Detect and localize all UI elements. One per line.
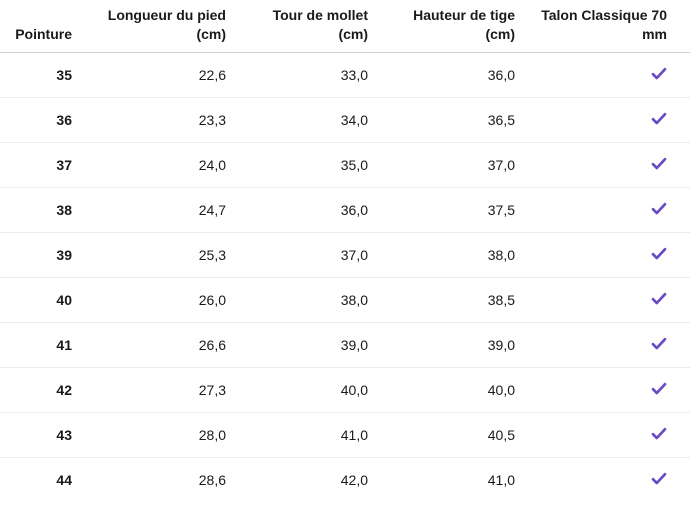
cell-tour-mollet: 37,0 [226,232,368,278]
table-row: 41 26,6 39,0 39,0 [0,322,690,368]
cell-longueur-pied: 24,7 [72,187,226,233]
cell-tour-mollet: 39,0 [226,322,368,368]
header-tour-mollet: Tour de mollet (cm) [226,0,368,53]
checkmark-icon [651,202,667,215]
cell-talon-classique [515,458,690,503]
checkmark-icon [651,292,667,305]
cell-pointure: 35 [0,52,72,98]
cell-longueur-pied: 28,6 [198,472,226,488]
cell-pointure: 37 [0,142,72,188]
cell-hauteur-tige: 37,5 [368,187,515,233]
cell-talon-classique [515,412,690,458]
cell-hauteur-tige: 36,5 [368,97,515,143]
checkmark-icon [651,427,667,440]
cell-tour-mollet: 38,0 [226,277,368,323]
cell-longueur-pied: 23,3 [72,97,226,143]
checkmark-icon [651,247,667,260]
cell-tour-mollet: 35,0 [226,142,368,188]
cell-talon-classique [515,52,690,98]
cell-pointure: 39 [0,232,72,278]
cell-talon-classique [515,187,690,233]
header-hauteur-tige: Hauteur de tige (cm) [368,0,515,53]
checkmark-icon [651,67,667,80]
cell-longueur-pied: 26,6 [72,322,226,368]
cell-talon-classique [515,277,690,323]
cell-tour-mollet: 40,0 [226,367,368,413]
header-line1: Longueur du pied [107,7,226,23]
cell-talon-classique [515,97,690,143]
checkmark-icon [651,112,667,125]
cell-hauteur-tige: 39,0 [368,322,515,368]
table-row: 36 23,3 34,0 36,5 [0,97,690,143]
cell-talon-classique [515,322,690,368]
checkmark-icon [651,157,667,170]
table-row: 39 25,3 37,0 38,0 [0,232,690,278]
cell-hauteur-tige: 37,0 [368,142,515,188]
checkmark-icon [651,472,667,485]
header-talon-classique: Talon Classique 70 mm [515,0,690,53]
cell-longueur-pied: 22,6 [72,52,226,98]
cell-hauteur-tige: 40,5 [368,412,515,458]
cell-pointure: 40 [0,277,72,323]
table-row: 37 24,0 35,0 37,0 [0,142,690,188]
header-row: Pointure Longueur du pied (cm) Tour de m… [0,0,690,53]
cell-talon-classique [515,142,690,188]
cell-pointure: 36 [0,97,72,143]
cell-hauteur-tige: 36,0 [368,52,515,98]
header-pointure: Pointure [0,0,72,53]
cell-tour-mollet: 33,0 [226,52,368,98]
cell-tour-mollet: 42,0 [340,472,368,488]
cell-pointure: 44 [56,472,72,488]
header-line2: mm [642,26,667,42]
cell-talon-classique [515,367,690,413]
cell-longueur-pied: 25,3 [72,232,226,278]
cell-hauteur-tige: 40,0 [368,367,515,413]
header-line1: Hauteur de tige [413,7,515,23]
header-line2: Pointure [15,26,72,42]
header-line1: Tour de mollet [272,7,368,23]
cell-tour-mollet: 36,0 [226,187,368,233]
cell-pointure: 38 [0,187,72,233]
table-row: 44 28,6 42,0 41,0 [0,458,690,503]
cell-hauteur-tige: 41,0 [487,472,515,488]
cell-tour-mollet: 34,0 [226,97,368,143]
cell-pointure: 41 [0,322,72,368]
cell-talon-classique [515,232,690,278]
table-body: 35 22,6 33,0 36,0 36 23,3 34,0 36,5 37 2… [0,52,690,503]
table-row: 43 28,0 41,0 40,5 [0,412,690,458]
cell-longueur-pied: 24,0 [72,142,226,188]
checkmark-icon [651,382,667,395]
table-row: 40 26,0 38,0 38,5 [0,277,690,323]
cell-pointure: 42 [0,367,72,413]
table-row: 38 24,7 36,0 37,5 [0,187,690,233]
table-row: 42 27,3 40,0 40,0 [0,367,690,413]
header-line2: (cm) [485,26,515,42]
header-line2: (cm) [196,26,226,42]
cell-hauteur-tige: 38,5 [368,277,515,323]
header-line2: (cm) [338,26,368,42]
cell-longueur-pied: 27,3 [72,367,226,413]
header-line1: Talon Classique 70 [541,7,667,23]
cell-longueur-pied: 26,0 [72,277,226,323]
header-longueur-pied: Longueur du pied (cm) [72,0,226,53]
cell-hauteur-tige: 38,0 [368,232,515,278]
cell-longueur-pied: 28,0 [72,412,226,458]
table-header: Pointure Longueur du pied (cm) Tour de m… [0,0,690,53]
cell-pointure: 43 [0,412,72,458]
table-row: 35 22,6 33,0 36,0 [0,52,690,98]
cell-tour-mollet: 41,0 [226,412,368,458]
checkmark-icon [651,337,667,350]
